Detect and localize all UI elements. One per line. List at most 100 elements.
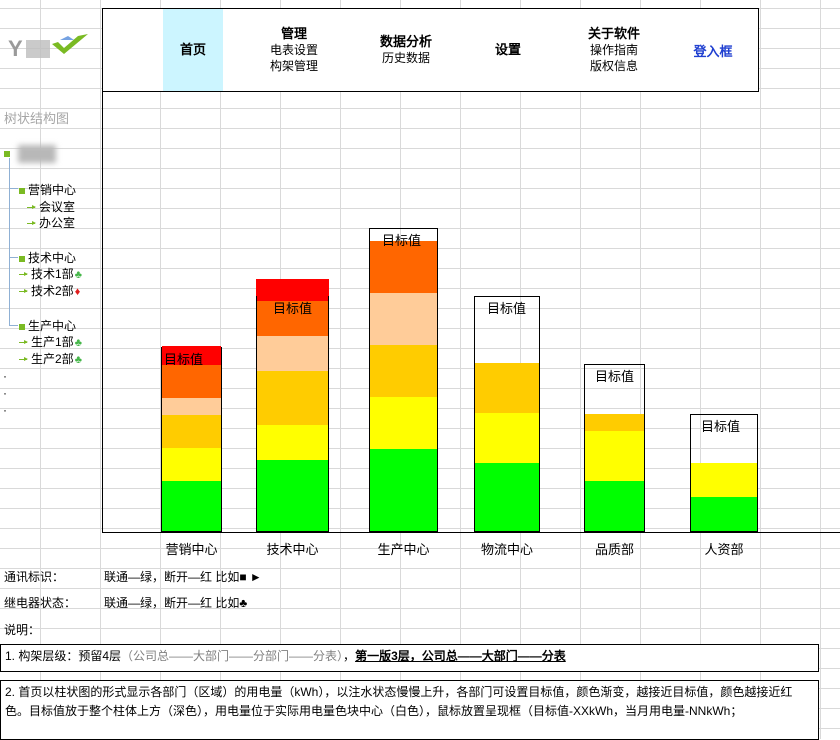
nav-structure-manage[interactable]: 构架管理 [269, 59, 318, 73]
nav-home[interactable]: 首页 [163, 9, 223, 91]
tree-root-label [13, 146, 16, 160]
nav-meter-settings[interactable]: 电表设置 [269, 43, 318, 57]
note-1-text: 1. 构架层级：预留4层 [5, 649, 122, 663]
svg-text:Y: Y [8, 36, 23, 61]
category-label: 品质部 [594, 542, 634, 557]
chart-y-axis [102, 90, 103, 532]
bar-segment [585, 481, 644, 531]
bar-segment [691, 497, 757, 531]
nav-data-analysis[interactable]: 数据分析 历史数据 [365, 9, 447, 91]
nav-data-analysis-label: 数据分析 [379, 34, 432, 49]
relay-status-value: 联通—绿，断开—红 比如♣ [104, 596, 248, 610]
node-square-icon [19, 187, 25, 194]
nav-manage[interactable]: 管理 电表设置 构架管理 [253, 9, 335, 91]
tree-item-tech2[interactable]: 技术2部♦ [19, 282, 80, 299]
note-1-reserved: （公司总——大部门——分部门——分表） [121, 649, 344, 663]
login-link[interactable]: 登入框 [678, 9, 748, 91]
note-2-text: 2. 首页以柱状图的形式显示各部门（区域）的用电量（kWh），以注水状态慢慢上升… [5, 685, 793, 718]
target-value-label: 目标值 [595, 369, 635, 384]
bar-物流中心[interactable]: 目标值 [474, 296, 540, 532]
nav-about[interactable]: 关于软件 操作指南 版权信息 [571, 9, 657, 91]
bar-生产中心[interactable]: 目标值 [369, 228, 438, 532]
nav-settings[interactable]: 设置 [473, 9, 543, 91]
tree-item-meeting-room[interactable]: 会议室 [27, 198, 75, 215]
bar-segment [370, 241, 437, 293]
tree-item-label: 技术2部 [31, 284, 74, 298]
bar-segment [691, 463, 757, 497]
tree-group-tech[interactable]: 技术中心 [19, 249, 76, 266]
node-square-icon [4, 151, 10, 157]
tree-ellipsis-3: · [3, 403, 7, 417]
bar-segment [162, 365, 221, 398]
target-value-label: 目标值 [164, 352, 204, 367]
bar-segment [162, 346, 221, 365]
bar-营销中心[interactable]: 目标值 [161, 346, 222, 532]
chart-x-axis [102, 532, 840, 533]
bar-segment [585, 431, 644, 481]
company-logo: Y [8, 30, 98, 66]
bar-segment [370, 449, 437, 531]
tree-item-prod2[interactable]: 生产2部♣ [19, 350, 82, 367]
top-nav-bar: 首页 管理 电表设置 构架管理 数据分析 历史数据 设置 关于软件 操作指南 版… [102, 8, 759, 92]
club-icon: ♣ [74, 354, 82, 366]
tree-title: 树状结构图 [4, 111, 70, 126]
tree-item-label: 技术1部 [31, 267, 74, 281]
bar-segment [475, 413, 539, 463]
tree-group-label: 技术中心 [28, 251, 77, 265]
note-1: 1. 构架层级：预留4层（公司总——大部门——分部门——分表），第一版3层，公司… [0, 644, 819, 672]
nav-home-label: 首页 [179, 42, 206, 57]
tree-group-label: 生产中心 [28, 319, 77, 333]
tree-item-label: 生产2部 [31, 352, 74, 366]
club-icon: ♣ [74, 269, 82, 281]
bar-segment [370, 293, 437, 345]
tree-item-office[interactable]: 办公室 [27, 214, 75, 231]
bar-segment [585, 414, 644, 431]
target-value-label: 目标值 [701, 419, 741, 434]
category-label: 营销中心 [165, 542, 218, 557]
nav-history-data[interactable]: 历史数据 [381, 51, 430, 65]
arrow-icon [19, 289, 28, 294]
bar-segment [257, 301, 328, 336]
tree-item-tech1[interactable]: 技术1部♣ [19, 265, 82, 282]
arrow-icon [19, 357, 28, 362]
target-value-label: 目标值 [487, 301, 527, 316]
tree-ellipsis-1: · [3, 369, 7, 383]
category-label: 人资部 [704, 542, 744, 557]
note-2: 2. 首页以柱状图的形式显示各部门（区域）的用电量（kWh），以注水状态慢慢上升… [0, 680, 819, 740]
category-label: 物流中心 [480, 542, 533, 557]
arrow-icon [19, 272, 28, 277]
tree-ellipsis-2: · [3, 386, 7, 400]
bar-segment [370, 397, 437, 449]
comm-status-label: 通讯标识： [4, 570, 65, 584]
category-label: 技术中心 [266, 542, 319, 557]
bar-segment [257, 425, 328, 460]
arrow-icon [27, 221, 36, 226]
tree-item-label: 办公室 [39, 216, 76, 230]
nav-copyright[interactable]: 版权信息 [589, 59, 638, 73]
nav-manage-label: 管理 [280, 26, 307, 41]
tree-root[interactable] [4, 145, 57, 163]
notes-label: 说明： [4, 623, 41, 637]
note-1-version: 第一版3层，公司总——大部门——分表 [355, 649, 566, 663]
bar-人资部[interactable]: 目标值 [690, 414, 758, 532]
bar-overflow-segment [256, 279, 329, 296]
tree-item-label: 生产1部 [31, 335, 74, 349]
bar-segment [162, 398, 221, 415]
bar-segment [162, 448, 221, 481]
tree-group-marketing[interactable]: 营销中心 [19, 181, 76, 198]
tree-item-prod1[interactable]: 生产1部♣ [19, 333, 82, 350]
arrow-icon [19, 340, 28, 345]
tree-item-label: 会议室 [39, 200, 76, 214]
node-square-icon [19, 323, 25, 330]
nav-user-guide[interactable]: 操作指南 [589, 43, 638, 57]
bar-品质部[interactable]: 目标值 [584, 364, 645, 532]
tree-group-production[interactable]: 生产中心 [19, 317, 76, 334]
relay-status-label: 继电器状态： [4, 596, 77, 610]
bar-segment [257, 371, 328, 425]
bar-segment [257, 460, 328, 531]
bar-技术中心[interactable]: 目标值 [256, 282, 329, 532]
bar-segment [162, 415, 221, 448]
bar-segment [475, 463, 539, 531]
comm-status-value: 联通—绿，断开—红 比如■ ► [104, 570, 262, 584]
category-label: 生产中心 [377, 542, 430, 557]
